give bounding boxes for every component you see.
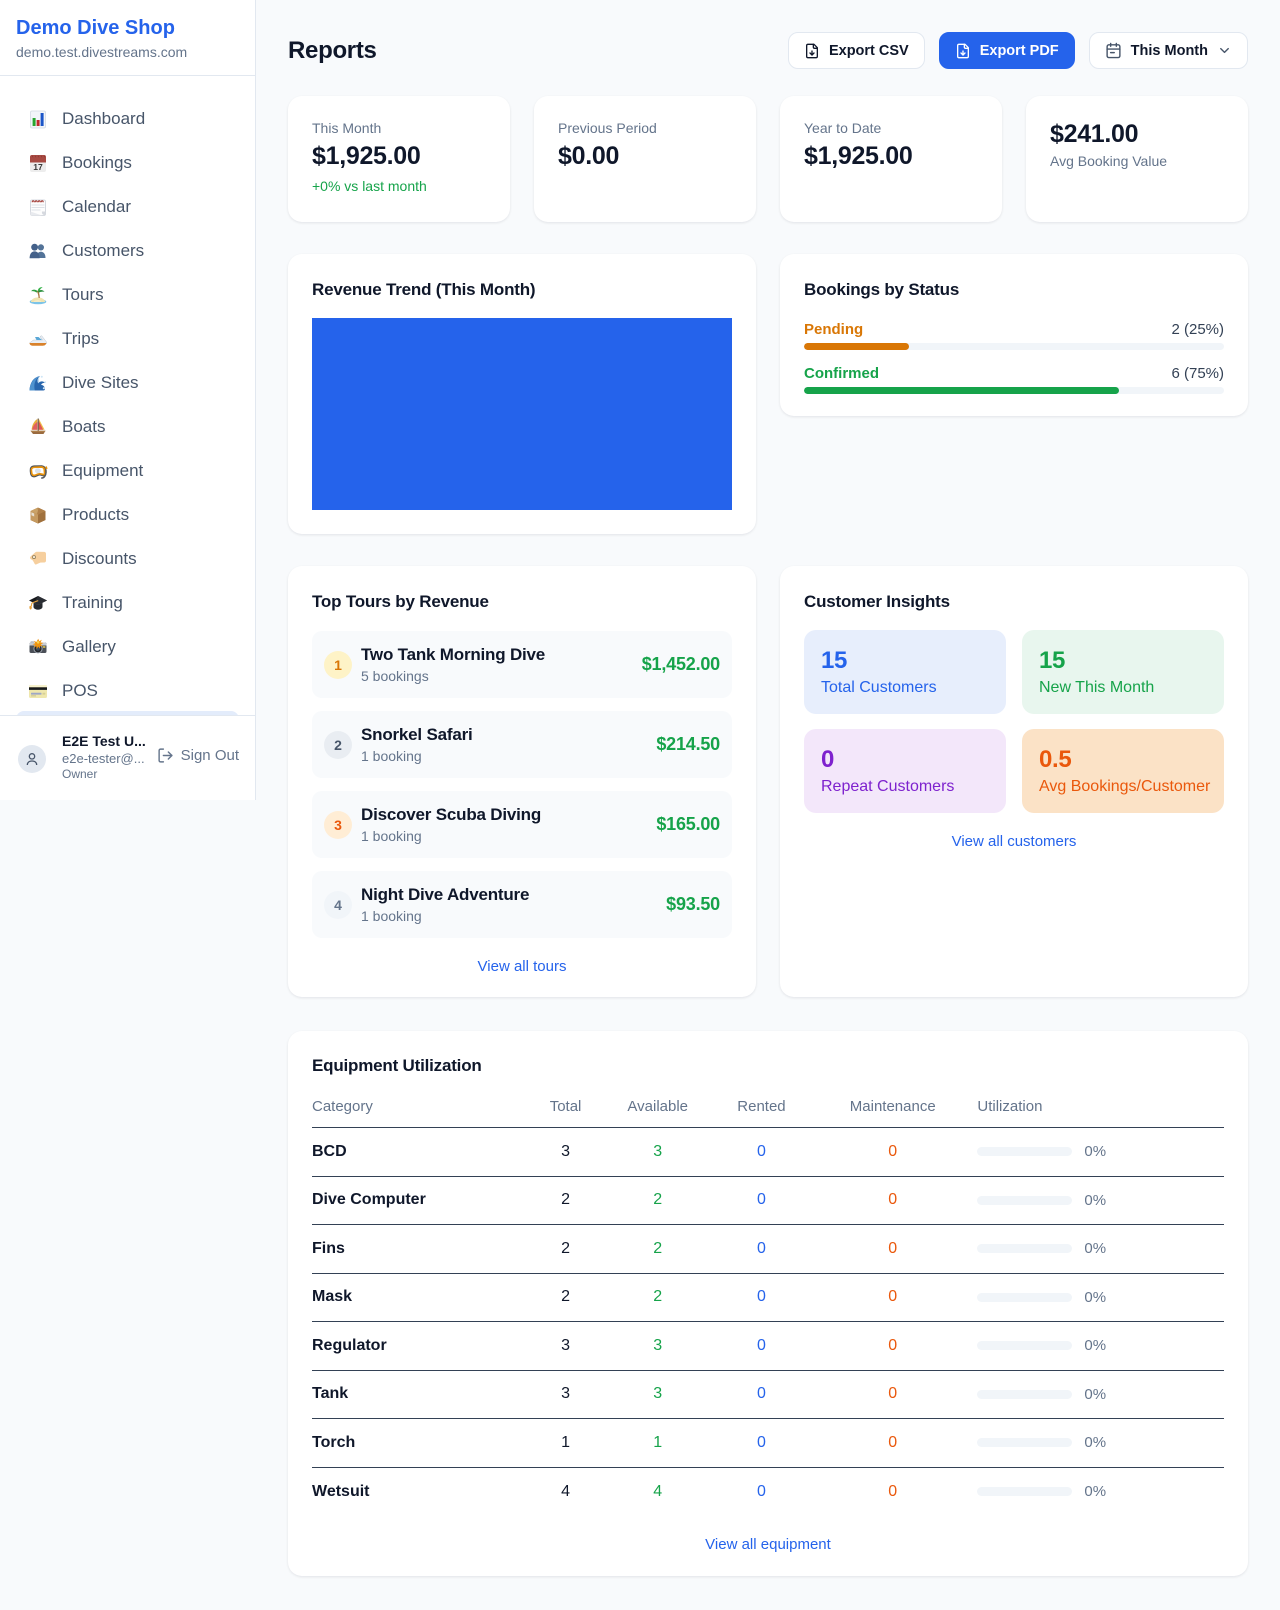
svg-text:17: 17 (33, 161, 43, 171)
